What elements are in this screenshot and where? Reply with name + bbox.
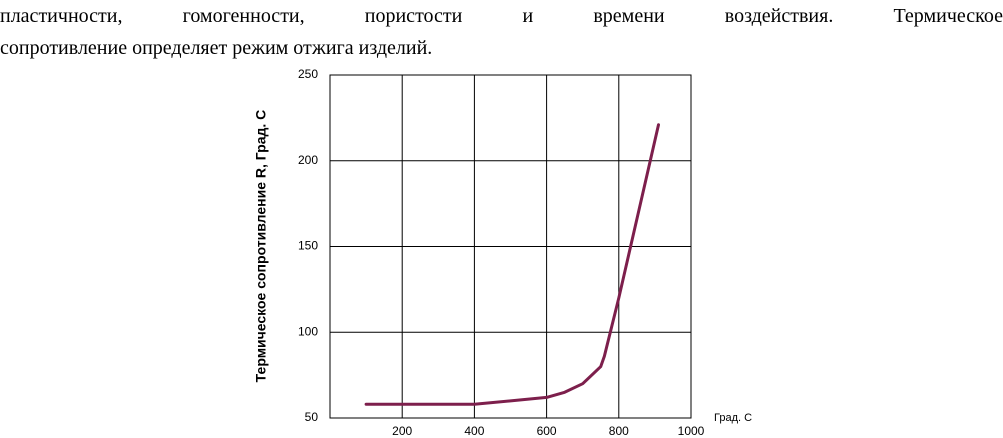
y-tick-label: 150: [298, 239, 318, 253]
x-tick-label: 1000: [678, 424, 705, 438]
text-line: сопротивление определяет режим отжига из…: [0, 37, 433, 59]
x-tick-label: 200: [392, 424, 412, 438]
x-tick-label: 600: [537, 424, 557, 438]
y-axis-title: Термическое сопротивление R, Град. С: [253, 110, 269, 383]
y-tick-label: 200: [298, 153, 318, 167]
x-tick-label: 400: [464, 424, 484, 438]
y-tick-label: 100: [298, 324, 318, 338]
y-tick-label: 250: [298, 67, 318, 81]
data-line: [364, 123, 661, 406]
x-axis-title: Град. С: [714, 412, 752, 424]
y-tick-label: 50: [305, 410, 319, 424]
x-tick-label: 800: [609, 424, 629, 438]
paragraph: пластичности, гомогенности, пористости и…: [0, 0, 1003, 64]
text-line: пластичности, гомогенности, пористости и…: [0, 5, 1003, 27]
